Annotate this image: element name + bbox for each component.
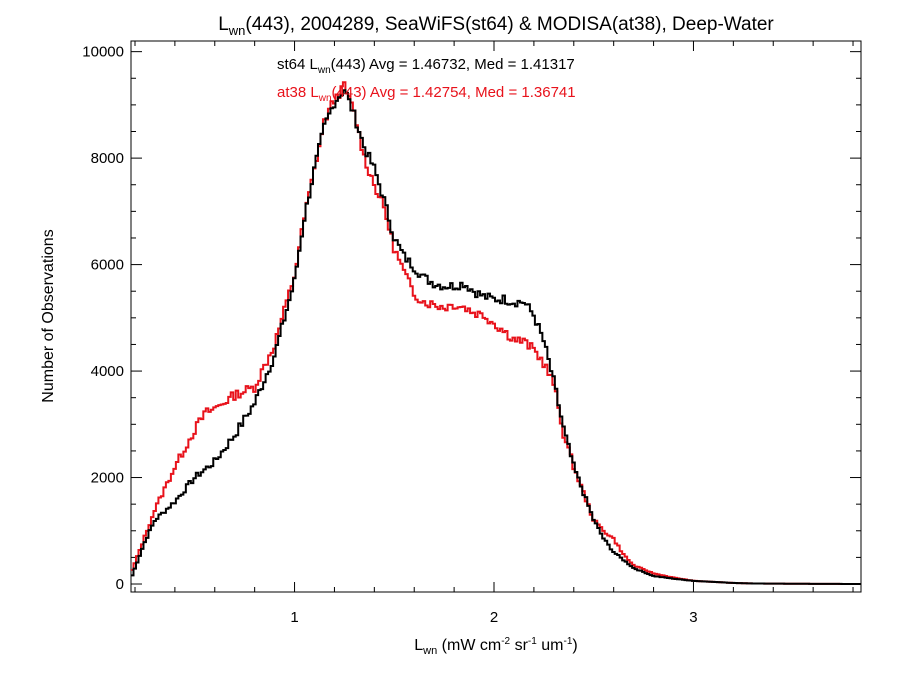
y-tick-label: 4000 [91, 363, 124, 380]
y-axis-label: Number of Observations [40, 229, 57, 402]
legend-st64-subscript: wn [317, 65, 331, 76]
y-axis-ticks: 0 2000 4000 6000 8000 10000 [82, 44, 861, 593]
x-axis-label-unit-1: (mW cm [437, 637, 501, 654]
legend-entry-st64: st64 Lwn(443) Avg = 1.46732, Med = 1.413… [277, 56, 575, 76]
y-tick-label: 6000 [91, 257, 124, 274]
series-at38-line [131, 81, 861, 586]
chart-title-text: Lwn(443), 2004289, SeaWiFS(st64) & MODIS… [218, 14, 774, 38]
legend-at38-subscript: wn [318, 93, 332, 104]
y-tick-label: 2000 [91, 470, 124, 487]
x-tick-label: 3 [689, 609, 697, 626]
legend: st64 Lwn(443) Avg = 1.46732, Med = 1.413… [277, 56, 576, 104]
x-axis-label-sup-2: -1 [528, 636, 537, 647]
x-axis-label-unit-3: um [537, 637, 564, 654]
x-axis-label-l: L [414, 637, 423, 654]
y-tick-label: 0 [116, 576, 124, 593]
x-axis-label-sup-3: -1 [563, 636, 572, 647]
y-tick-label: 8000 [91, 150, 124, 167]
legend-at38-stats: (443) Avg = 1.42754, Med = 1.36741 [332, 84, 576, 101]
x-axis-label-text: Lwn (mW cm-2 sr-1 um-1) [414, 636, 577, 657]
series-st64-line [131, 89, 861, 586]
chart-title-rest: (443), 2004289, SeaWiFS(st64) & MODISA(a… [245, 14, 774, 35]
series-layer [131, 81, 861, 586]
x-axis-label: Lwn (mW cm-2 sr-1 um-1) [414, 636, 577, 657]
legend-at38-prefix: at38 L [277, 84, 319, 101]
x-axis-label-sub: wn [422, 645, 437, 657]
x-axis-label-unit-2: sr [510, 637, 528, 654]
x-axis-label-close: ) [572, 637, 577, 654]
legend-st64-stats: (443) Avg = 1.46732, Med = 1.41317 [331, 56, 575, 73]
y-tick-label: 10000 [82, 44, 124, 61]
chart-title: Lwn(443), 2004289, SeaWiFS(st64) & MODIS… [218, 14, 774, 38]
x-axis-label-sup-1: -2 [501, 636, 510, 647]
legend-st64-prefix: st64 L [277, 56, 318, 73]
x-tick-label: 1 [290, 609, 298, 626]
x-axis-ticks: 1 2 3 [134, 41, 854, 626]
plot-frame [130, 40, 862, 593]
chart-title-l: L [218, 14, 229, 35]
legend-entry-at38: at38 Lwn(443) Avg = 1.42754, Med = 1.367… [277, 84, 576, 104]
chart-title-subscript: wn [228, 23, 246, 38]
x-tick-label: 2 [490, 609, 498, 626]
